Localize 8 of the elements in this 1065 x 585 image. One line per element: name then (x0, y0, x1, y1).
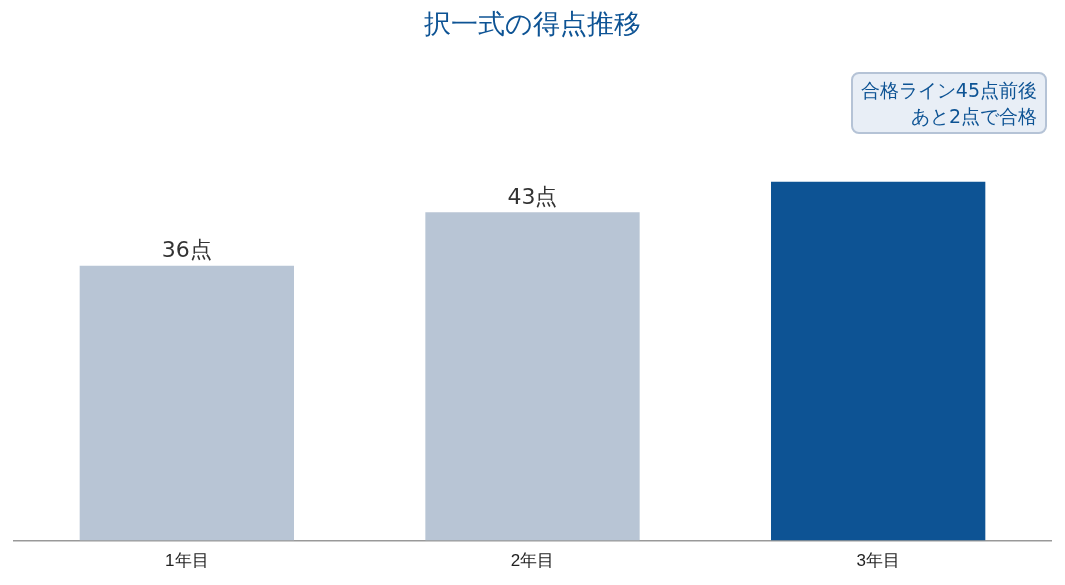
text: 合格ライン45点前後 (860, 78, 1037, 103)
x-tick-label: 2年目 (510, 551, 555, 571)
data-label: 43点 (507, 183, 558, 209)
x-tick-label: 3年目 (856, 551, 900, 571)
data-label: 36点 (161, 237, 212, 263)
text: あと2点で合格 (909, 104, 1037, 129)
chart-title: 択一式の得点推移 (424, 8, 641, 40)
x-tick-label: 1年目 (165, 551, 209, 571)
